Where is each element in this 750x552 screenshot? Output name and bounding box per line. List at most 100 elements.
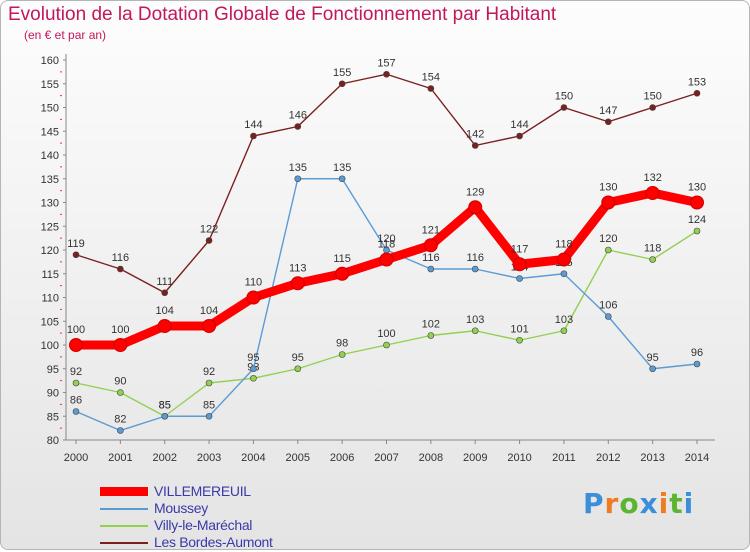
data-point <box>645 186 660 200</box>
data-point <box>161 289 169 297</box>
data-point <box>427 332 435 339</box>
data-point <box>117 265 124 273</box>
data-label: 86 <box>70 395 82 407</box>
data-label: 144 <box>510 119 528 131</box>
data-point <box>379 252 394 267</box>
data-label: 153 <box>688 76 706 88</box>
data-label: 106 <box>599 300 617 312</box>
logo-letter: t <box>669 487 684 520</box>
data-point <box>560 327 568 335</box>
data-point <box>471 327 479 335</box>
x-tick-label: 2008 <box>419 452 443 464</box>
data-point <box>690 195 704 210</box>
data-label: 157 <box>377 57 395 69</box>
data-point <box>117 427 124 434</box>
data-point <box>113 338 128 352</box>
data-point <box>294 365 302 373</box>
y-tick-label: 105 <box>41 316 59 328</box>
data-label: 155 <box>333 67 351 79</box>
data-label: 100 <box>111 324 129 336</box>
y-tick-label: 145 <box>41 126 59 138</box>
data-point <box>471 265 479 273</box>
logo-letter: i <box>658 487 670 520</box>
data-label: 85 <box>203 399 215 411</box>
data-point <box>294 123 302 130</box>
data-label: 85 <box>159 399 171 411</box>
data-label: 100 <box>377 328 395 340</box>
data-point <box>72 251 80 259</box>
data-label: 118 <box>378 239 396 251</box>
y-tick-label: 140 <box>41 150 59 162</box>
data-label: 113 <box>289 262 307 274</box>
data-label: 135 <box>333 162 351 174</box>
data-label: 103 <box>466 314 484 326</box>
data-label: 150 <box>555 91 573 103</box>
y-tick-label: 160 <box>41 55 59 67</box>
data-label: 92 <box>70 366 82 378</box>
x-tick-label: 2002 <box>152 452 176 464</box>
y-tick-label: 135 <box>41 174 59 186</box>
legend-label: VILLEMEREUIL <box>154 483 251 499</box>
y-tick-label: 100 <box>41 340 59 352</box>
data-point <box>649 256 656 263</box>
logo-letter: P <box>583 487 605 520</box>
x-tick-label: 2005 <box>286 452 310 464</box>
x-tick-label: 2003 <box>197 452 221 464</box>
legend-label: Les Bordes-Aumont <box>154 534 273 550</box>
data-point <box>250 132 257 140</box>
data-point <box>335 266 350 281</box>
data-label: 103 <box>555 314 573 326</box>
x-tick-label: 2014 <box>685 452 709 464</box>
data-label: 110 <box>245 277 263 289</box>
data-point <box>290 276 305 291</box>
proxiti-logo: Proxiti <box>583 487 694 520</box>
data-point <box>250 374 257 382</box>
data-label: 135 <box>289 162 307 174</box>
logo-letter: o <box>619 487 640 520</box>
legend-label: Moussey <box>154 500 208 516</box>
data-point <box>649 365 656 373</box>
data-label: 146 <box>289 110 307 122</box>
data-label: 102 <box>422 319 440 331</box>
data-point <box>205 237 213 244</box>
data-label: 118 <box>644 243 662 255</box>
data-point <box>427 265 435 273</box>
data-point <box>512 257 527 272</box>
data-point <box>427 85 435 92</box>
data-point <box>601 195 616 210</box>
legend-swatch <box>100 487 148 496</box>
data-label: 132 <box>643 172 661 184</box>
data-label: 96 <box>691 347 703 359</box>
data-point <box>157 319 172 333</box>
legend-swatch <box>100 508 148 510</box>
data-point <box>693 89 701 97</box>
data-label: 120 <box>377 233 395 245</box>
y-tick-label: 95 <box>47 364 59 376</box>
data-label: 147 <box>599 105 617 117</box>
data-point <box>604 313 612 320</box>
x-tick-label: 2000 <box>64 452 88 464</box>
data-label: 124 <box>688 214 706 226</box>
data-label: 104 <box>156 305 174 317</box>
data-point <box>338 175 346 183</box>
x-tick-label: 2009 <box>463 452 487 464</box>
y-tick-label: 85 <box>47 411 59 423</box>
y-tick-label: 115 <box>41 269 59 281</box>
data-point <box>117 389 124 396</box>
data-point <box>202 319 217 333</box>
data-label: 116 <box>466 252 484 264</box>
data-label: 130 <box>599 182 617 194</box>
data-point <box>516 275 523 282</box>
legend-swatch <box>100 542 148 544</box>
data-label: 98 <box>336 338 348 350</box>
data-label: 82 <box>114 414 126 426</box>
data-point <box>338 351 346 358</box>
x-tick-label: 2012 <box>596 452 620 464</box>
data-label: 142 <box>466 129 484 141</box>
data-point <box>649 104 656 111</box>
data-point <box>693 227 701 235</box>
logo-letter: x <box>639 487 659 520</box>
data-label: 130 <box>688 182 706 194</box>
data-label: 119 <box>67 238 85 250</box>
y-tick-label: 80 <box>47 435 59 447</box>
